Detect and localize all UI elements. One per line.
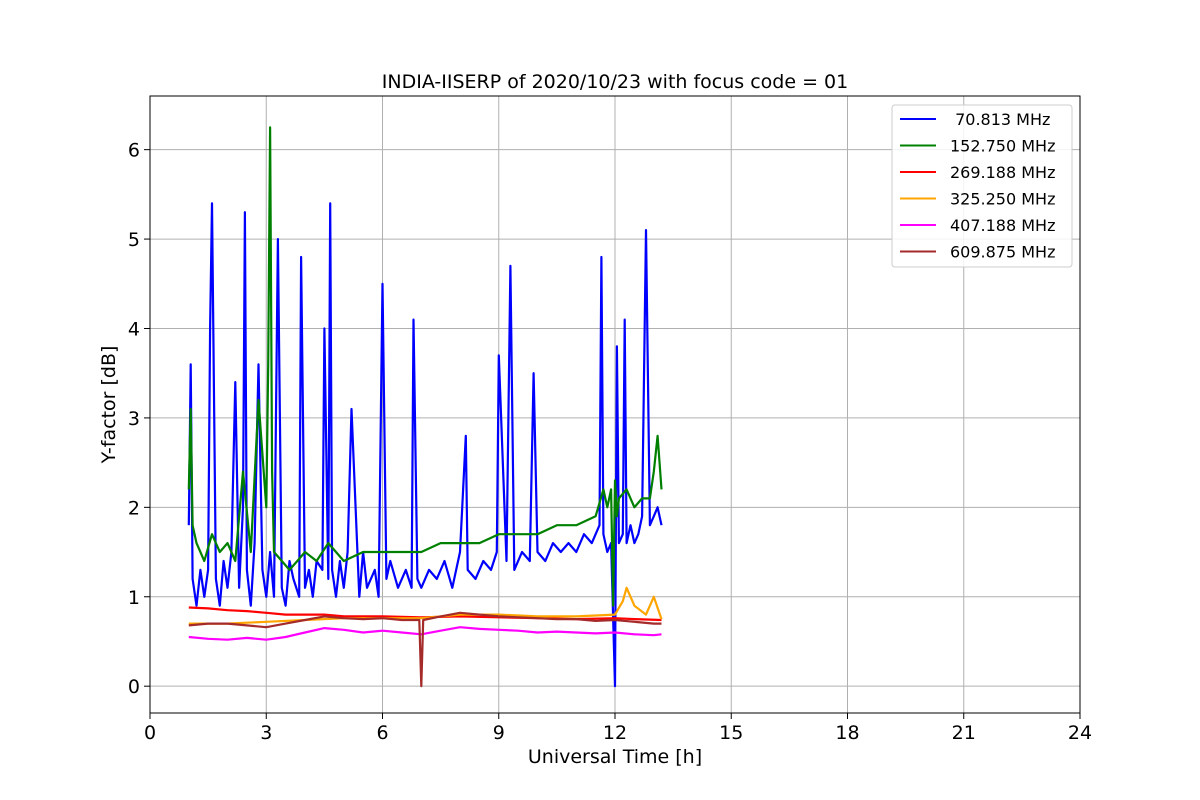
legend: 70.813 MHz 152.750 MHz 269.188 MHz 325.250 … bbox=[891, 104, 1073, 268]
y-tick-label: 1 bbox=[128, 587, 140, 609]
y-tick-label: 3 bbox=[128, 408, 140, 430]
legend-label: 70.813 MHz bbox=[950, 110, 1050, 129]
legend-label: 152.750 MHz bbox=[950, 137, 1055, 156]
legend-label: 269.188 MHz bbox=[950, 163, 1055, 182]
x-tick-label: 24 bbox=[1068, 722, 1092, 744]
x-tick-label: 21 bbox=[952, 722, 976, 744]
x-tick-label: 12 bbox=[603, 722, 627, 744]
legend-label: 325.250 MHz bbox=[950, 190, 1055, 209]
y-axis-label: Y-factor [dB] bbox=[98, 346, 120, 465]
series-layer bbox=[187, 126, 663, 688]
y-tick-label: 4 bbox=[128, 318, 140, 340]
series-line-4 bbox=[188, 626, 662, 641]
series-line-0 bbox=[187, 202, 663, 688]
x-tick-label: 18 bbox=[835, 722, 859, 744]
y-tick-label: 2 bbox=[128, 497, 140, 519]
y-tick-label: 6 bbox=[128, 140, 140, 162]
series-line-1 bbox=[187, 126, 663, 607]
legend-box bbox=[891, 104, 1073, 268]
x-tick-label: 6 bbox=[376, 722, 388, 744]
chart-title: INDIA-IISERP of 2020/10/23 with focus co… bbox=[382, 71, 848, 93]
series-line-5 bbox=[188, 611, 662, 688]
y-tick-label: 0 bbox=[128, 676, 140, 698]
x-tick-label: 15 bbox=[719, 722, 743, 744]
y-tick-label: 5 bbox=[128, 229, 140, 251]
legend-label: 407.188 MHz bbox=[950, 216, 1055, 235]
x-tick-label: 0 bbox=[144, 722, 156, 744]
x-tick-label: 9 bbox=[493, 722, 505, 744]
x-tick-label: 3 bbox=[260, 722, 272, 744]
x-axis-label: Universal Time [h] bbox=[528, 746, 702, 768]
legend-label: 609.875 MHz bbox=[950, 243, 1055, 262]
